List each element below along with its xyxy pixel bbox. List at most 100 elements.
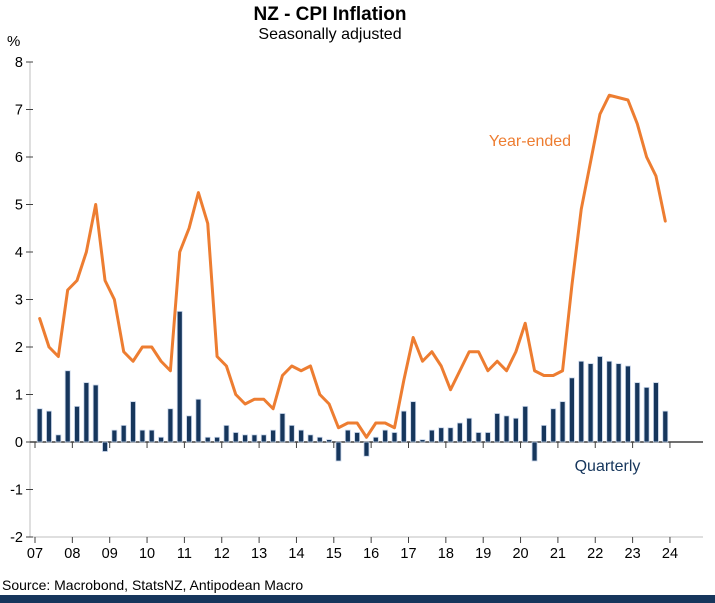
x-tick-label: 22 <box>587 546 603 562</box>
y-tick-label: 4 <box>15 245 23 261</box>
bar-quarterly <box>316 436 323 443</box>
bar-quarterly <box>242 434 248 443</box>
bar-quarterly <box>232 432 239 443</box>
bar-quarterly <box>597 356 603 443</box>
bar-quarterly <box>587 363 594 443</box>
x-tick-label: 15 <box>326 546 342 562</box>
bar-quarterly <box>176 310 183 443</box>
bar-quarterly <box>120 424 127 443</box>
bar-quarterly <box>559 401 566 443</box>
bar-quarterly <box>260 434 267 443</box>
bar-quarterly <box>36 408 43 443</box>
bar-quarterly <box>540 424 547 443</box>
bar-quarterly <box>531 441 538 462</box>
bar-quarterly <box>167 408 174 443</box>
bar-quarterly <box>195 398 202 443</box>
x-tick-label: 17 <box>400 546 416 562</box>
bar-quarterly <box>111 429 118 443</box>
y-tick-label: 8 <box>15 55 23 71</box>
bar-quarterly <box>662 410 669 443</box>
bar-quarterly <box>653 382 659 443</box>
bar-quarterly <box>634 382 641 443</box>
bar-quarterly <box>391 432 398 443</box>
bar-quarterly <box>503 415 510 443</box>
bar-quarterly <box>344 429 351 443</box>
bar-quarterly <box>251 434 258 443</box>
bar-quarterly <box>578 360 585 443</box>
x-tick-label: 11 <box>177 546 192 562</box>
bar-quarterly <box>615 363 622 443</box>
bar-quarterly <box>298 429 305 443</box>
x-tick-label: 10 <box>139 546 155 562</box>
y-tick-label: 5 <box>15 198 23 214</box>
x-tick-label: 13 <box>251 546 267 562</box>
bar-quarterly <box>102 441 108 452</box>
y-tick-label: -1 <box>10 483 23 499</box>
bar-quarterly <box>279 413 286 443</box>
bar-quarterly <box>335 441 342 462</box>
bar-quarterly <box>382 429 389 443</box>
x-tick-label: 18 <box>438 546 454 562</box>
quarterly-series-label: Quarterly <box>574 458 641 475</box>
bar-quarterly <box>550 408 557 443</box>
chart-subtitle: Seasonally adjusted <box>258 26 402 43</box>
bar-quarterly <box>139 429 146 443</box>
bar-quarterly <box>55 434 62 443</box>
bar-quarterly <box>130 401 136 443</box>
bar-quarterly <box>643 386 650 443</box>
bar-quarterly <box>158 436 164 443</box>
x-tick-label: 09 <box>102 546 118 562</box>
bar-quarterly <box>447 427 454 443</box>
bar-quarterly <box>186 415 192 443</box>
y-tick-label: 7 <box>15 103 23 119</box>
bar-quarterly <box>83 382 90 443</box>
x-tick-label: 24 <box>662 546 678 562</box>
x-tick-label: 19 <box>475 546 491 562</box>
bottom-brand-bar <box>0 595 715 603</box>
year-ended-series-label: Year-ended <box>488 133 572 150</box>
bar-quarterly <box>522 405 529 443</box>
bar-quarterly <box>92 384 99 443</box>
y-tick-label: 1 <box>15 388 23 404</box>
x-tick-label: 14 <box>288 546 304 562</box>
y-tick-label: 3 <box>15 293 23 309</box>
bar-quarterly <box>484 432 491 443</box>
bar-quarterly <box>354 432 361 443</box>
bar-quarterly <box>326 439 333 443</box>
y-tick-label: -2 <box>10 530 23 546</box>
y-tick-label: 0 <box>15 435 23 451</box>
x-tick-label: 21 <box>550 546 566 562</box>
bar-quarterly <box>428 429 435 443</box>
bar-quarterly <box>363 441 370 457</box>
line-year-ended <box>38 93 667 439</box>
bar-quarterly <box>223 424 230 443</box>
bar-quarterly <box>214 436 220 443</box>
bar-quarterly <box>569 377 575 443</box>
bar-quarterly <box>438 427 445 443</box>
x-tick-label: 07 <box>27 546 43 562</box>
bar-quarterly <box>204 436 211 443</box>
bar-quarterly <box>372 436 379 443</box>
y-tick-label: 6 <box>15 150 23 166</box>
bar-quarterly <box>466 417 473 443</box>
x-tick-label: 16 <box>363 546 379 562</box>
bar-quarterly <box>74 405 80 443</box>
bar-quarterly <box>512 417 519 443</box>
bar-quarterly <box>288 424 295 443</box>
bar-quarterly <box>307 434 314 443</box>
x-tick-label: 08 <box>64 546 80 562</box>
bar-quarterly <box>494 413 501 443</box>
y-tick-label: 2 <box>15 340 23 356</box>
bar-quarterly <box>625 365 631 443</box>
bar-quarterly <box>475 432 482 443</box>
bar-quarterly <box>148 429 155 443</box>
bar-quarterly <box>456 422 463 443</box>
x-tick-label: 12 <box>214 546 230 562</box>
y-axis-unit-label: % <box>7 33 21 50</box>
bar-quarterly <box>270 429 277 443</box>
bar-quarterly <box>606 360 613 443</box>
bar-quarterly <box>46 410 52 443</box>
chart-title: NZ - CPI Inflation <box>253 4 407 25</box>
x-tick-label: 20 <box>512 546 528 562</box>
